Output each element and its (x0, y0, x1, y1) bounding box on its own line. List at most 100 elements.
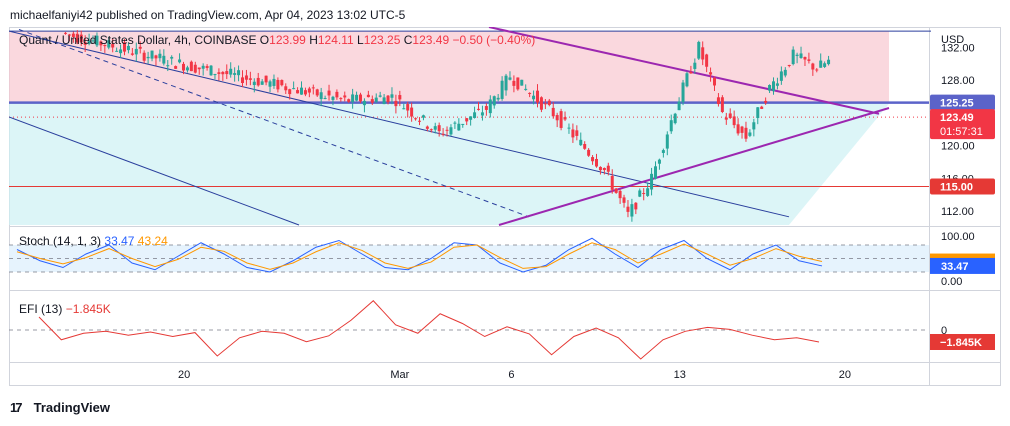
stoch-axis-tick: 0.00 (941, 276, 962, 288)
candle-body (366, 94, 370, 98)
candle-body (71, 33, 75, 38)
candle-body (359, 94, 362, 102)
candle-body (115, 50, 119, 52)
low-value: 123.25 (363, 33, 401, 47)
candle-body (374, 97, 378, 102)
candle-body (477, 108, 480, 110)
candle-body (268, 81, 272, 87)
candle-body (496, 97, 500, 100)
candle-body (469, 116, 473, 120)
candle-body (732, 116, 736, 126)
candle-body (760, 106, 764, 109)
open-label: O (259, 33, 270, 47)
symbol-label[interactable]: Quant / United States Dollar, 4h, COINBA… (19, 33, 257, 47)
candle-body (248, 78, 252, 80)
candle-body (166, 65, 170, 67)
supply-zone (9, 31, 889, 103)
candle-body (276, 79, 280, 90)
candle-body (512, 80, 516, 86)
candle-body (138, 46, 142, 49)
efi-tag (930, 333, 995, 350)
candle-body (587, 149, 591, 156)
channel-lower-line (9, 116, 300, 226)
stoch-legend: Stoch (14, 1, 3) 33.47 43.24 (19, 234, 168, 248)
candle-body (536, 90, 539, 103)
close-label: C (403, 33, 413, 47)
candle-body (174, 66, 178, 69)
candle-body (126, 45, 130, 51)
efi-tag-label: −1.845K (940, 337, 982, 349)
stoch-d-value: 43.24 (137, 234, 168, 248)
candle-body (418, 120, 421, 122)
candle-body (673, 113, 677, 124)
candle-body (571, 129, 575, 138)
candle-body (170, 56, 174, 59)
candle-body (79, 34, 83, 43)
candle-body (75, 33, 79, 43)
candle-body (241, 77, 244, 84)
candle-body (524, 88, 528, 90)
candle-body (693, 62, 697, 69)
price-axis-tick: 128.00 (941, 75, 975, 87)
candle-body (508, 77, 512, 80)
candle-body (736, 124, 740, 134)
chart-canvas[interactable]: USD112.00116.00120.00124.00128.00132.001… (9, 27, 1001, 386)
candle-body (67, 34, 71, 36)
candle-body (685, 73, 689, 87)
candle-body (272, 78, 276, 86)
candle-body (256, 77, 260, 86)
candle-body (720, 97, 724, 112)
candle-body (197, 67, 201, 70)
candle-body (378, 95, 382, 97)
candle-body (237, 70, 241, 76)
candle-body (598, 166, 602, 171)
stoch-axis-tick: 100.00 (941, 231, 975, 243)
stoch-k-tag-label: 33.47 (941, 261, 969, 273)
candle-body (563, 117, 567, 120)
candle-body (193, 64, 197, 73)
candle-body (433, 126, 437, 130)
candle-body (288, 89, 292, 95)
candle-body (642, 193, 646, 195)
candle-body (701, 47, 705, 60)
efi-axis-tick: 0 (941, 325, 947, 337)
price-axis-tick: 132.00 (941, 42, 975, 54)
candle-body (752, 122, 756, 130)
candle-body (764, 100, 768, 103)
tradingview-logo[interactable]: 17 TradingView (10, 400, 110, 415)
candle-body (370, 99, 374, 103)
price-tag-countdown: 01:57:31 (940, 126, 983, 138)
candle-body (123, 42, 126, 52)
candle-body (441, 133, 445, 135)
candle-body (516, 77, 520, 90)
candle-body (622, 197, 626, 203)
candle-body (103, 45, 107, 47)
efi-legend: EFI (13) −1.845K (19, 302, 111, 316)
price-tag-label: 115.00 (940, 182, 973, 194)
candle-body (292, 88, 296, 90)
time-axis-label: 13 (674, 369, 686, 381)
candle-body (602, 168, 606, 171)
candle-body (634, 202, 638, 210)
candle-body (799, 53, 803, 58)
candle-body (87, 40, 91, 44)
candle-body (689, 71, 693, 74)
efi-name[interactable]: EFI (13) (19, 302, 63, 316)
candle-body (280, 80, 284, 86)
efi-line (38, 300, 820, 360)
candle-body (646, 188, 650, 196)
candle-body (532, 95, 536, 100)
candle-body (492, 96, 496, 106)
candle-body (95, 35, 99, 46)
chart-frame: USD112.00116.00120.00124.00128.00132.001… (9, 27, 1001, 386)
candle-body (606, 165, 610, 172)
candle-body (768, 85, 772, 91)
candle-body (539, 97, 543, 110)
candle-body (449, 127, 453, 135)
candle-body (579, 139, 583, 146)
candle-body (134, 48, 138, 55)
candle-body (504, 75, 508, 91)
candle-body (779, 71, 783, 81)
stoch-name[interactable]: Stoch (14, 1, 3) (19, 234, 102, 248)
candle-body (488, 99, 492, 114)
